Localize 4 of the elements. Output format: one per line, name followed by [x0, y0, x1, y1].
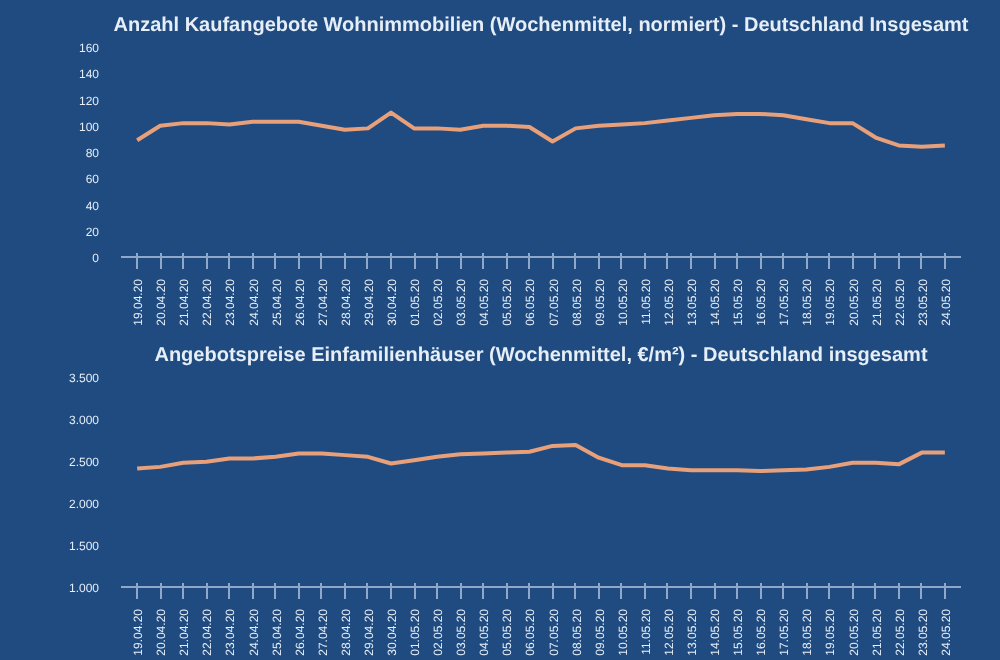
line-series: [135, 443, 947, 474]
line-series: [135, 110, 947, 149]
chart-title: Anzahl Kaufangebote Wohnimmobilien (Wochenmittel, normiert) - Deutschland Insgesamt: [113, 15, 970, 37]
chart-title: Angebotspreise Einfamilienhäuser (Wochenmittel, €/m²) - Deutschland insgesamt: [154, 345, 929, 367]
